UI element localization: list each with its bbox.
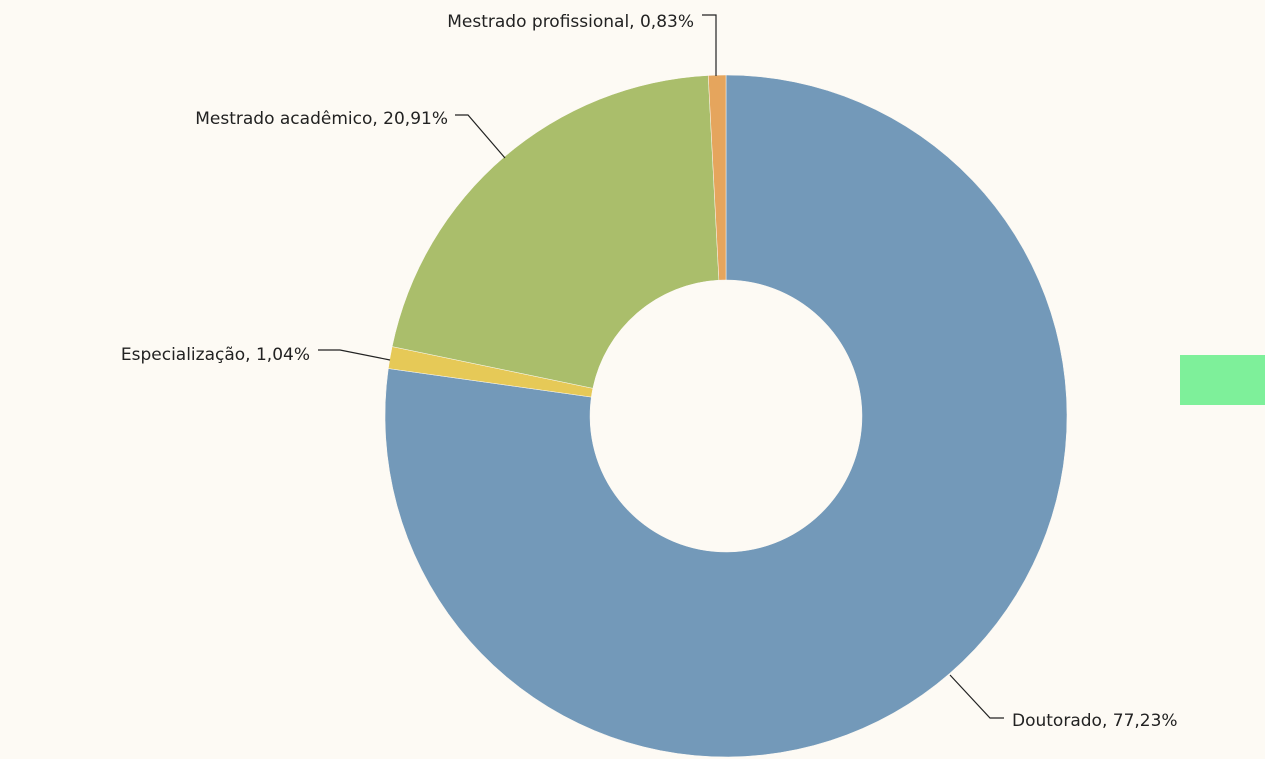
slice-label-name: Mestrado acadêmico — [195, 109, 372, 129]
slice-label-separator: , — [372, 109, 383, 129]
slice-label-separator: , — [629, 12, 640, 32]
slice-label: Mestrado acadêmico, 20,91% — [195, 109, 448, 129]
slice-label-name: Doutorado — [1012, 711, 1102, 731]
donut-slice — [384, 74, 1068, 758]
slice-label-separator: , — [1102, 711, 1113, 731]
slice-label: Especialização, 1,04% — [121, 345, 310, 365]
slice-label: Doutorado, 77,23% — [1012, 711, 1178, 731]
slice-label-separator: , — [245, 345, 256, 365]
leader-line — [702, 14, 717, 76]
slice-label: Mestrado profissional, 0,83% — [447, 12, 694, 32]
leader-line — [949, 674, 1004, 719]
slice-label-name: Especialização — [121, 345, 245, 365]
slice-label-value: 1,04% — [256, 345, 310, 365]
slice-label-value: 0,83% — [640, 12, 694, 32]
leader-line — [318, 349, 391, 361]
slice-label-value: 20,91% — [383, 109, 448, 129]
leader-line — [455, 114, 506, 159]
side-widget — [1180, 355, 1265, 405]
donut-slice — [391, 75, 720, 389]
slice-label-value: 77,23% — [1113, 711, 1178, 731]
donut-slice — [707, 74, 727, 281]
slice-label-name: Mestrado profissional — [447, 12, 629, 32]
